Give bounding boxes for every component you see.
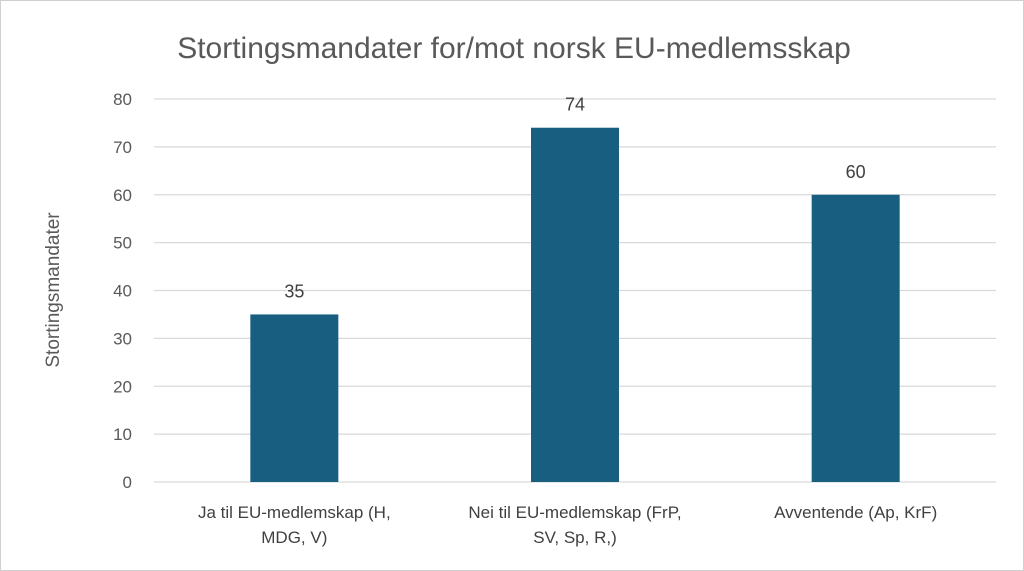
y-tick-label: 10 — [113, 425, 132, 444]
chart-title: Stortingsmandater for/mot norsk EU-medle… — [177, 32, 851, 65]
x-category-label: Avventende (Ap, KrF) — [774, 503, 937, 522]
y-tick-label: 70 — [113, 138, 132, 157]
y-tick-label: 40 — [113, 282, 132, 301]
data-label-1: 35 — [284, 281, 304, 301]
data-label-3: 60 — [846, 162, 866, 182]
x-category-label: Nei til EU-medlemskap (FrP, — [468, 503, 681, 522]
x-axis-categories: Ja til EU-medlemskap (H, MDG, V) Nei til E… — [198, 503, 937, 547]
data-labels: 35 74 60 — [284, 95, 865, 302]
x-category-label: SV, Sp, R,) — [533, 528, 616, 547]
y-tick-label: 30 — [113, 329, 132, 348]
bar-3 — [811, 194, 900, 482]
bar-1 — [250, 314, 339, 482]
y-tick-label: 50 — [113, 234, 132, 253]
y-axis-ticks: 0 10 20 30 40 50 60 70 80 — [113, 90, 132, 492]
y-tick-label: 20 — [113, 377, 132, 396]
bars — [250, 127, 900, 482]
y-axis-label: Stortingsmandater — [43, 212, 64, 368]
data-label-2: 74 — [565, 95, 585, 115]
y-tick-label: 60 — [113, 186, 132, 205]
bar-2 — [531, 127, 619, 482]
y-tick-label: 0 — [123, 473, 132, 492]
x-category-label: Ja til EU-medlemskap (H, — [198, 503, 391, 522]
x-category-label: MDG, V) — [261, 528, 327, 547]
y-tick-label: 80 — [113, 90, 132, 109]
